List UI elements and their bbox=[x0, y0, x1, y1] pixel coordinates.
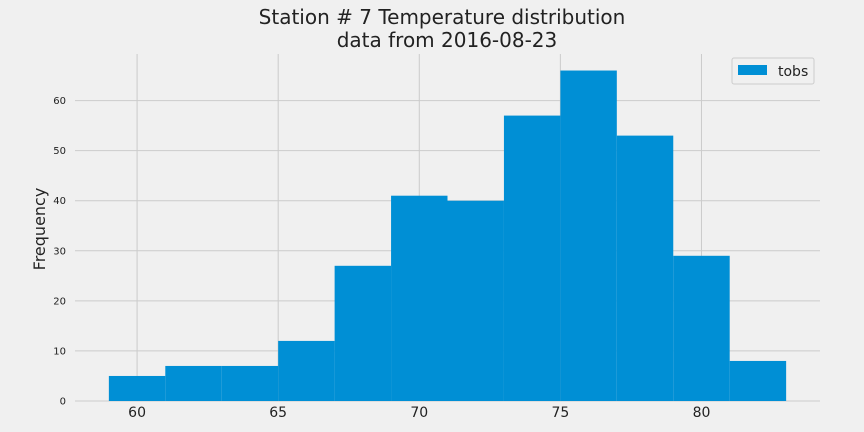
x-tick-label: 60 bbox=[128, 405, 146, 421]
x-tick-label: 70 bbox=[410, 405, 428, 421]
x-tick-label: 75 bbox=[551, 405, 569, 421]
y-tick-label: 10 bbox=[53, 346, 66, 357]
histogram-bar bbox=[391, 195, 448, 401]
histogram-bar bbox=[221, 365, 279, 401]
y-tick-labels: 0 10 20 30 40 50 60 bbox=[53, 96, 66, 407]
histogram-bar bbox=[560, 70, 617, 402]
histogram-bar bbox=[278, 340, 335, 401]
y-tick-label: 20 bbox=[53, 296, 66, 307]
chart-subtitle: data from 2016-08-23 bbox=[337, 28, 558, 52]
x-tick-labels: 60 65 70 75 80 bbox=[128, 405, 710, 421]
y-tick-label: 40 bbox=[53, 196, 66, 207]
histogram-bar bbox=[616, 135, 674, 401]
y-axis-label: Frequency bbox=[30, 188, 49, 271]
x-tick-label: 65 bbox=[269, 405, 287, 421]
legend-swatch bbox=[738, 65, 767, 75]
legend-box bbox=[731, 57, 815, 85]
legend: tobs bbox=[731, 57, 815, 85]
histogram-bar bbox=[165, 365, 222, 401]
y-tick-label: 60 bbox=[53, 96, 66, 107]
x-tick-label: 80 bbox=[693, 405, 711, 421]
y-tick-label: 30 bbox=[53, 246, 66, 257]
legend-label: tobs bbox=[778, 64, 808, 80]
histogram-bar bbox=[673, 255, 730, 401]
chart-title: Station # 7 Temperature distribution bbox=[259, 5, 626, 29]
histogram-bar bbox=[729, 360, 787, 401]
histogram-bar bbox=[503, 115, 561, 401]
histogram-bars bbox=[108, 70, 787, 402]
histogram-bar bbox=[447, 200, 504, 401]
histogram-bar bbox=[108, 375, 166, 401]
y-tick-label: 50 bbox=[53, 146, 66, 157]
y-tick-label: 0 bbox=[60, 397, 66, 408]
histogram-bar bbox=[334, 265, 392, 401]
